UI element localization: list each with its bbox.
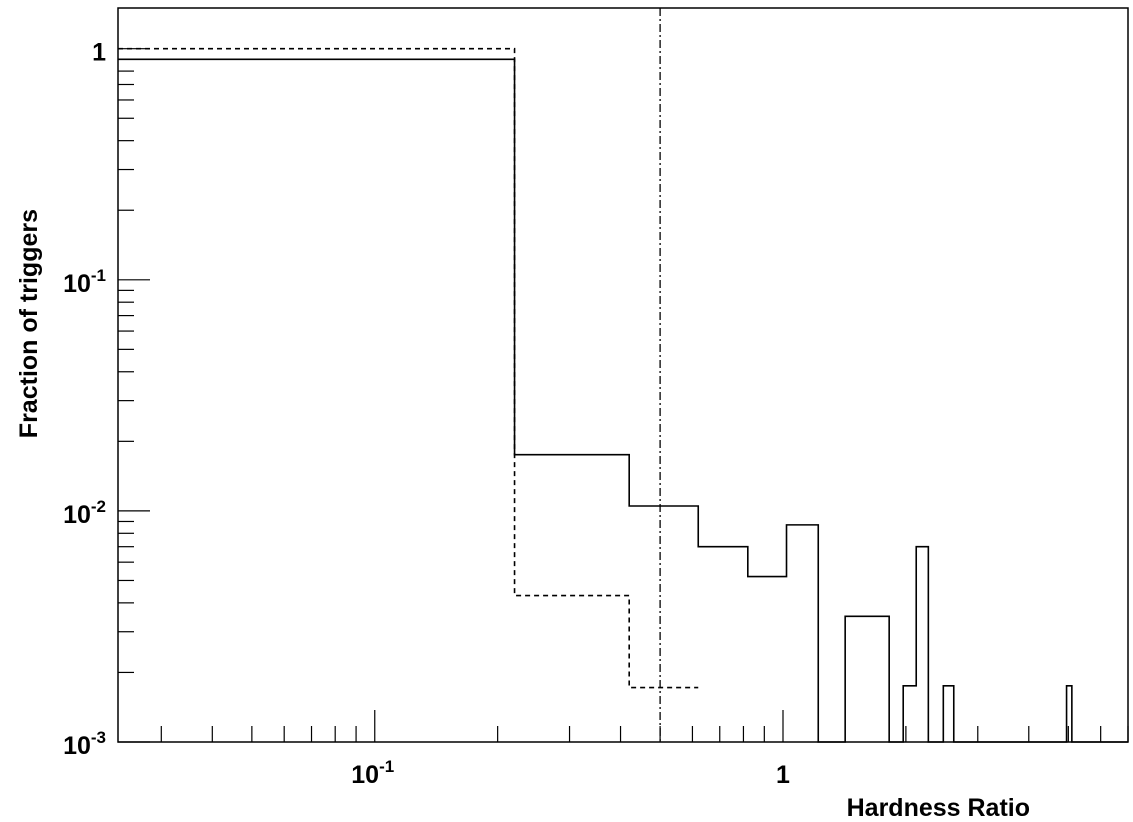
y-tick-label: 1 [92, 39, 106, 67]
y-tick-label: 10-3 [63, 728, 106, 760]
series-layer [118, 8, 1128, 743]
histogram-solid-series [118, 58, 1128, 743]
x-tick-label: 10-1 [351, 757, 394, 789]
histogram-dashed-series [118, 47, 699, 689]
x-axis-label: Hardness Ratio [847, 794, 1030, 822]
y-tick-label-base: 10 [63, 501, 91, 529]
y-tick-label-exponent: -3 [91, 728, 106, 747]
x-tick-label: 1 [776, 761, 790, 789]
x-tick-label-exponent: -1 [379, 757, 394, 776]
y-tick-label-base: 10 [63, 732, 91, 760]
y-tick-label: 10-1 [63, 266, 106, 298]
y-tick-label-base: 1 [92, 39, 106, 67]
y-axis-label: Fraction of triggers [15, 209, 43, 438]
x-tick-label-base: 10 [351, 761, 379, 789]
y-tick-label: 10-2 [63, 497, 106, 529]
major-ticks [118, 48, 784, 743]
y-tick-label-exponent: -2 [91, 497, 106, 516]
y-tick-label-base: 10 [63, 270, 91, 298]
plot-frame [117, 7, 1129, 743]
minor-ticks [118, 58, 1129, 742]
y-tick-label-exponent: -1 [91, 266, 106, 285]
x-tick-label-base: 1 [776, 761, 790, 789]
